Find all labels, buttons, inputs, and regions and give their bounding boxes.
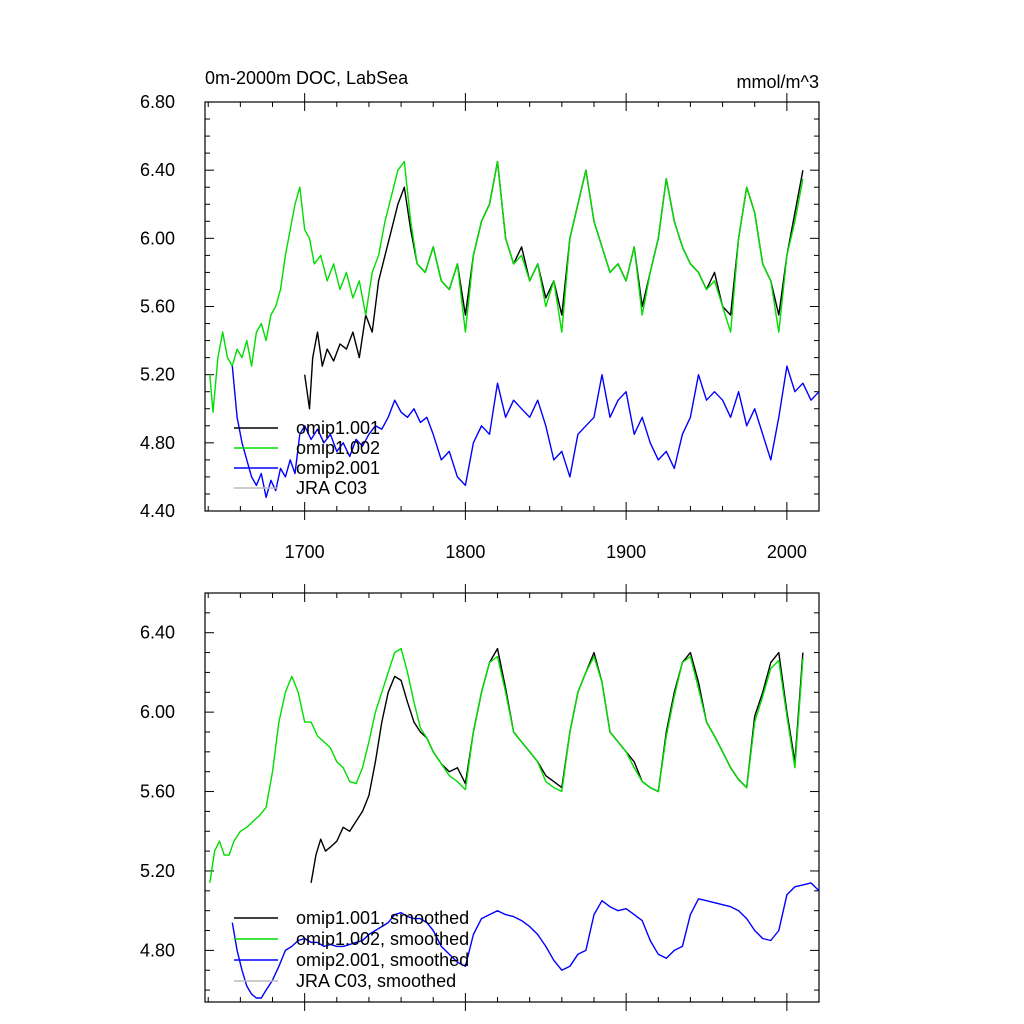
bottom-ticks: 4.80 5.20 5.60 6.00 6.40 bbox=[140, 584, 820, 1011]
y-tick-label: 6.00 bbox=[140, 228, 175, 248]
series-line-omip2-001 bbox=[231, 365, 820, 499]
y-tick-label: 4.80 bbox=[140, 940, 175, 960]
series-line-omip2-001-smoothed bbox=[231, 882, 820, 999]
legend-label: omip2.001 bbox=[296, 458, 380, 478]
x-tick-label: 1700 bbox=[285, 542, 325, 562]
y-tick-label: 5.20 bbox=[140, 861, 175, 881]
series-line-omip1-002-smoothed bbox=[209, 647, 804, 884]
top-ticks: 4.40 4.80 5.20 5.60 6.00 6.40 6.80 1700 1800 1900… bbox=[140, 92, 820, 562]
legend-label: omip1.001, smoothed bbox=[296, 908, 469, 928]
y-tick-label: 4.40 bbox=[140, 501, 175, 521]
y-tick-label: 4.80 bbox=[140, 433, 175, 453]
legend-label: JRA C03, smoothed bbox=[296, 971, 456, 991]
legend-label: omip1.002, smoothed bbox=[296, 929, 469, 949]
legend-label: omip1.001 bbox=[296, 418, 380, 438]
y-tick-label: 6.00 bbox=[140, 702, 175, 722]
bottom-panel: 4.80 5.20 5.60 6.00 6.40 omip1.001, smoothed… bbox=[140, 584, 820, 1011]
bottom-series bbox=[209, 647, 820, 999]
top-panel: 0m-2000m DOC, LabSea mmol/m^3 4.40 4.80 5.… bbox=[140, 68, 820, 562]
x-tick-label: 2000 bbox=[767, 542, 807, 562]
x-tick-label: 1900 bbox=[606, 542, 646, 562]
top-chart-title: 0m-2000m DOC, LabSea bbox=[205, 68, 409, 88]
y-tick-label: 6.80 bbox=[140, 92, 175, 112]
top-chart-units: mmol/m^3 bbox=[737, 72, 819, 92]
legend-label: JRA C03 bbox=[296, 478, 367, 498]
x-tick-label: 1800 bbox=[445, 542, 485, 562]
top-series bbox=[209, 160, 820, 499]
y-tick-label: 6.40 bbox=[140, 160, 175, 180]
bottom-plot-frame bbox=[204, 592, 820, 1003]
y-tick-label: 6.40 bbox=[140, 623, 175, 643]
series-line-omip1-002 bbox=[209, 160, 804, 413]
y-tick-label: 5.20 bbox=[140, 365, 175, 385]
y-tick-label: 5.60 bbox=[140, 297, 175, 317]
y-tick-label: 5.60 bbox=[140, 782, 175, 802]
legend-label: omip2.001, smoothed bbox=[296, 950, 469, 970]
legend-label: omip1.002 bbox=[296, 438, 380, 458]
